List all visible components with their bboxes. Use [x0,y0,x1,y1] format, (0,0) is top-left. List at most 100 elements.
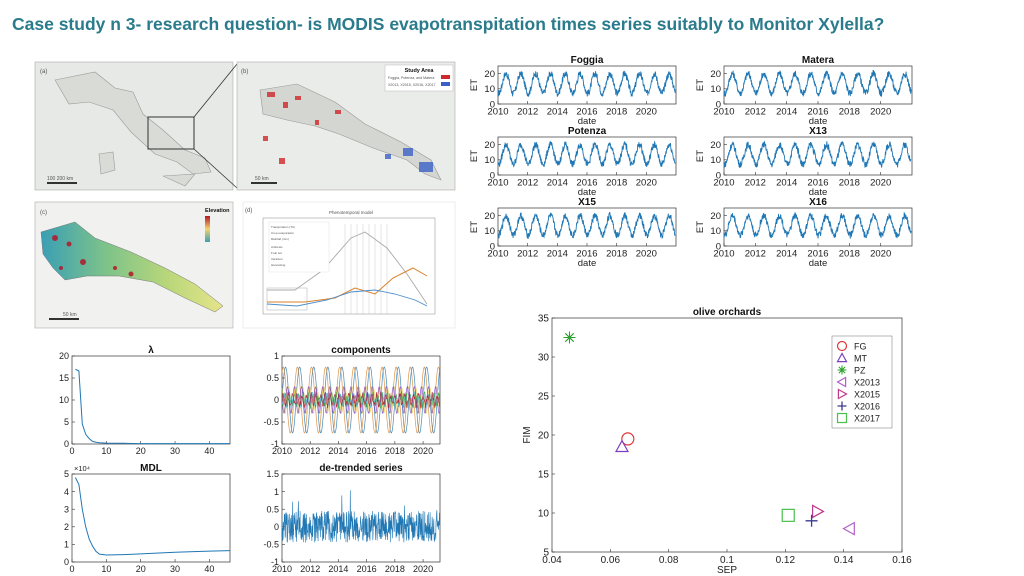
x-tick-label: 2012 [517,178,538,189]
x-tick-label: 2020 [870,107,891,118]
x-tick-label: 2010 [272,564,292,574]
x-tick-label: 2016 [357,564,377,574]
et-series-line [497,211,676,240]
x-tick-label: 2014 [776,249,797,260]
y-tick-label: 10 [710,226,721,237]
lambda-chart: 0 10 20 30 40 0 5 10 15 20 λ [59,345,231,456]
panel-d-letter: (d) [245,208,252,214]
x-axis-label: date [578,187,597,198]
x-tick-label: 20 [136,564,146,574]
y-tick-label: 20 [710,140,721,151]
y-axis-label: ET [469,79,480,91]
y-tick-label: 0 [274,522,279,532]
axes-frame [497,207,677,247]
scatter-point-x2016 [805,514,818,527]
lambda-line [75,368,230,445]
panel-a-letter: (a) [40,69,47,75]
olive-orchards-scatter: 0.04 0.06 0.08 0.1 0.12 0.14 0.16 5 10 15 20 25 30 35… [522,307,912,576]
x-tick-label: 0.14 [834,555,854,566]
x-tick-label: 2014 [328,564,348,574]
panel-b-legend-title: Study Area [405,68,435,74]
panel-d-legend-5: Veraison [271,257,283,261]
mdl-line [74,477,231,556]
et-series-line [723,69,912,98]
y-tick-label: 10 [484,84,495,95]
axes-frame [71,355,231,445]
legend-marker [836,376,847,388]
y-tick-label: 0 [716,170,721,181]
x-tick-label: 40 [204,564,214,574]
panel-d-legend-3: Anthesis [271,245,283,249]
y-tick-label: 10 [484,155,495,166]
x-tick-label: 2018 [606,249,627,260]
y-tick-label: 0 [716,99,721,110]
chart-title: X15 [578,197,596,208]
y-axis-label: ET [469,221,480,233]
study-area-maps: (a) 100 200 km Study Area Foggia, Potenz… [34,61,456,329]
x-tick-label: 2018 [606,178,627,189]
legend-marker [836,340,848,352]
y-tick-label: 0 [274,395,279,405]
legend-label: PZ [854,366,866,376]
y-tick-label: 15 [59,373,69,383]
scatter-point-x2015 [812,504,825,519]
y-tick-label: 10 [59,395,69,405]
y-tick-label: 35 [538,314,550,325]
chart-title: components [331,345,391,356]
x-tick-label: 2018 [385,446,405,456]
x-tick-label: 2020 [870,249,891,260]
y-tick-label: 2 [64,522,69,532]
x-tick-label: 2010 [713,249,734,260]
y-tick-label: 20 [484,69,495,80]
y-tick-label: 20 [484,140,495,151]
panel-a-scale: 100 200 km [47,176,73,182]
y-tick-label: 10 [710,84,721,95]
y-tick-label: -1 [271,557,279,567]
chart-title: MDL [140,463,162,474]
mdl-chart: 0 10 20 30 40 0 1 2 3 4 5 MDL ×10⁴ [64,463,231,574]
x-tick-label: 2012 [517,107,538,118]
y-tick-label: 0 [716,241,721,252]
x-tick-label: 2012 [745,178,766,189]
chart-title: olive orchards [693,307,762,318]
x-tick-label: 2016 [576,107,597,118]
panel-c-legend-title: Elevation [205,208,230,214]
et-series-line [497,70,676,98]
y-tick-label: 1.5 [266,469,279,479]
detrended-line [281,490,441,543]
y-tick-label: -0.5 [263,540,279,550]
x-tick-label: 2012 [300,564,320,574]
et-series-chart-x16: 2010 2012 2014 2016 2018 2020 0 10 20 X16 date ET [695,197,913,269]
map-panel-a: (a) 100 200 km [34,61,234,191]
detrended-chart: 2010 2012 2014 2016 2018 2020 -1 -0.5 0 0.5 1 1.5 de… [263,463,441,574]
y-tick-label: 25 [538,392,550,403]
x-tick-label: 2018 [839,107,860,118]
component-line [281,391,441,409]
y-tick-label: 0 [64,439,69,449]
legend-label: X2015 [854,390,880,400]
x-axis-label: date [578,116,597,127]
y-tick-label: 0 [490,99,495,110]
x-tick-label: 2012 [300,446,320,456]
panel-d-legend-6: Harvesting [271,263,286,267]
et-series-line [723,211,912,239]
x-tick-label: 2010 [713,178,734,189]
x-tick-label: 2010 [272,446,292,456]
et-series-chart-potenza: 2010 2012 2014 2016 2018 2020 0 10 20 Potenza date… [469,126,677,198]
x-tick-label: 2014 [547,249,568,260]
et-series-line [723,140,912,169]
legend-label: FG [854,342,867,352]
y-axis-label: ET [695,221,706,233]
axes-frame [723,65,913,105]
x-tick-label: 2018 [839,249,860,260]
legend-box [831,335,893,429]
x-tick-label: 2010 [487,249,508,260]
y-tick-label: 20 [710,211,721,222]
legend-label: X2017 [854,414,880,424]
mdl-exponent: ×10⁴ [74,464,90,473]
y-tick-label: 4 [64,487,69,497]
x-tick-label: 2016 [576,249,597,260]
y-tick-label: 20 [538,431,550,442]
x-tick-label: 2014 [776,178,797,189]
legend-marker [837,401,847,411]
